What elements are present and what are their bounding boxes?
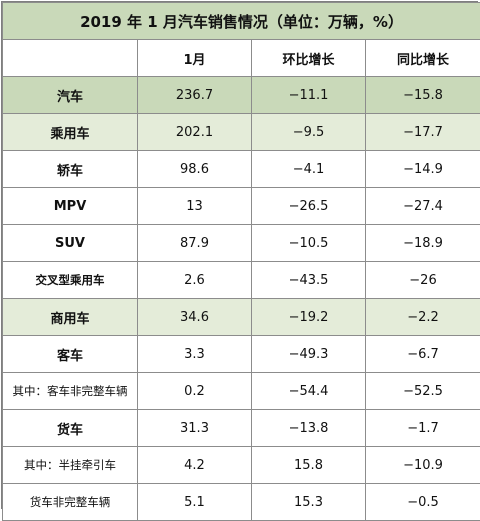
table-row: 其中：半挂牵引车 4.2 15.8 −10.9	[3, 447, 480, 484]
cell-mom: −19.2	[252, 299, 366, 336]
cell-mom: −49.3	[252, 336, 366, 373]
cell-mom: −9.5	[252, 114, 366, 151]
cell-mom: −26.5	[252, 188, 366, 225]
table-row: 汽车 236.7 −11.1 −15.8	[3, 77, 480, 114]
cell-month: 0.2	[138, 373, 252, 410]
row-label: 乘用车	[3, 114, 138, 151]
cell-yoy: −0.5	[366, 484, 480, 521]
cell-yoy: −1.7	[366, 410, 480, 447]
row-label: 轿车	[3, 151, 138, 188]
header-mom-growth: 环比增长	[252, 40, 366, 77]
column-header-row: 1月 环比增长 同比增长	[3, 40, 480, 77]
table-row: 货车非完整车辆 5.1 15.3 −0.5	[3, 484, 480, 521]
cell-mom: 15.8	[252, 447, 366, 484]
cell-mom: −4.1	[252, 151, 366, 188]
cell-yoy: −6.7	[366, 336, 480, 373]
cell-month: 5.1	[138, 484, 252, 521]
table-row: 其中：客车非完整车辆 0.2 −54.4 −52.5	[3, 373, 480, 410]
row-label: SUV	[3, 225, 138, 262]
table-row: 货车 31.3 −13.8 −1.7	[3, 410, 480, 447]
row-label: 其中：客车非完整车辆	[3, 373, 138, 410]
row-label: 汽车	[3, 77, 138, 114]
row-label: 货车非完整车辆	[3, 484, 138, 521]
cell-mom: −13.8	[252, 410, 366, 447]
cell-mom: −54.4	[252, 373, 366, 410]
cell-yoy: −26	[366, 262, 480, 299]
cell-month: 87.9	[138, 225, 252, 262]
cell-mom: 15.3	[252, 484, 366, 521]
cell-month: 34.6	[138, 299, 252, 336]
cell-month: 13	[138, 188, 252, 225]
cell-mom: −10.5	[252, 225, 366, 262]
row-label: 商用车	[3, 299, 138, 336]
table-row: 乘用车 202.1 −9.5 −17.7	[3, 114, 480, 151]
cell-mom: −43.5	[252, 262, 366, 299]
cell-yoy: −2.2	[366, 299, 480, 336]
table-row: 轿车 98.6 −4.1 −14.9	[3, 151, 480, 188]
table-title-row: 2019 年 1 月汽车销售情况（单位：万辆，%）	[3, 3, 480, 40]
table-row: 客车 3.3 −49.3 −6.7	[3, 336, 480, 373]
cell-month: 236.7	[138, 77, 252, 114]
table-row: 商用车 34.6 −19.2 −2.2	[3, 299, 480, 336]
row-label: 货车	[3, 410, 138, 447]
table-title: 2019 年 1 月汽车销售情况（单位：万辆，%）	[3, 3, 480, 40]
cell-month: 2.6	[138, 262, 252, 299]
cell-yoy: −15.8	[366, 77, 480, 114]
cell-yoy: −52.5	[366, 373, 480, 410]
row-label: 其中：半挂牵引车	[3, 447, 138, 484]
cell-yoy: −17.7	[366, 114, 480, 151]
header-month: 1月	[138, 40, 252, 77]
table-row: SUV 87.9 −10.5 −18.9	[3, 225, 480, 262]
table-row: MPV 13 −26.5 −27.4	[3, 188, 480, 225]
cell-month: 202.1	[138, 114, 252, 151]
table-row: 交叉型乘用车 2.6 −43.5 −26	[3, 262, 480, 299]
cell-month: 31.3	[138, 410, 252, 447]
row-label: 客车	[3, 336, 138, 373]
header-category	[3, 40, 138, 77]
cell-yoy: −10.9	[366, 447, 480, 484]
cell-yoy: −27.4	[366, 188, 480, 225]
cell-month: 98.6	[138, 151, 252, 188]
row-label: MPV	[3, 188, 138, 225]
cell-yoy: −14.9	[366, 151, 480, 188]
header-yoy-growth: 同比增长	[366, 40, 480, 77]
cell-yoy: −18.9	[366, 225, 480, 262]
cell-mom: −11.1	[252, 77, 366, 114]
sales-table-frame: 2019 年 1 月汽车销售情况（单位：万辆，%） 1月 环比增长 同比增长 汽…	[1, 1, 478, 509]
row-label: 交叉型乘用车	[3, 262, 138, 299]
cell-month: 3.3	[138, 336, 252, 373]
cell-month: 4.2	[138, 447, 252, 484]
